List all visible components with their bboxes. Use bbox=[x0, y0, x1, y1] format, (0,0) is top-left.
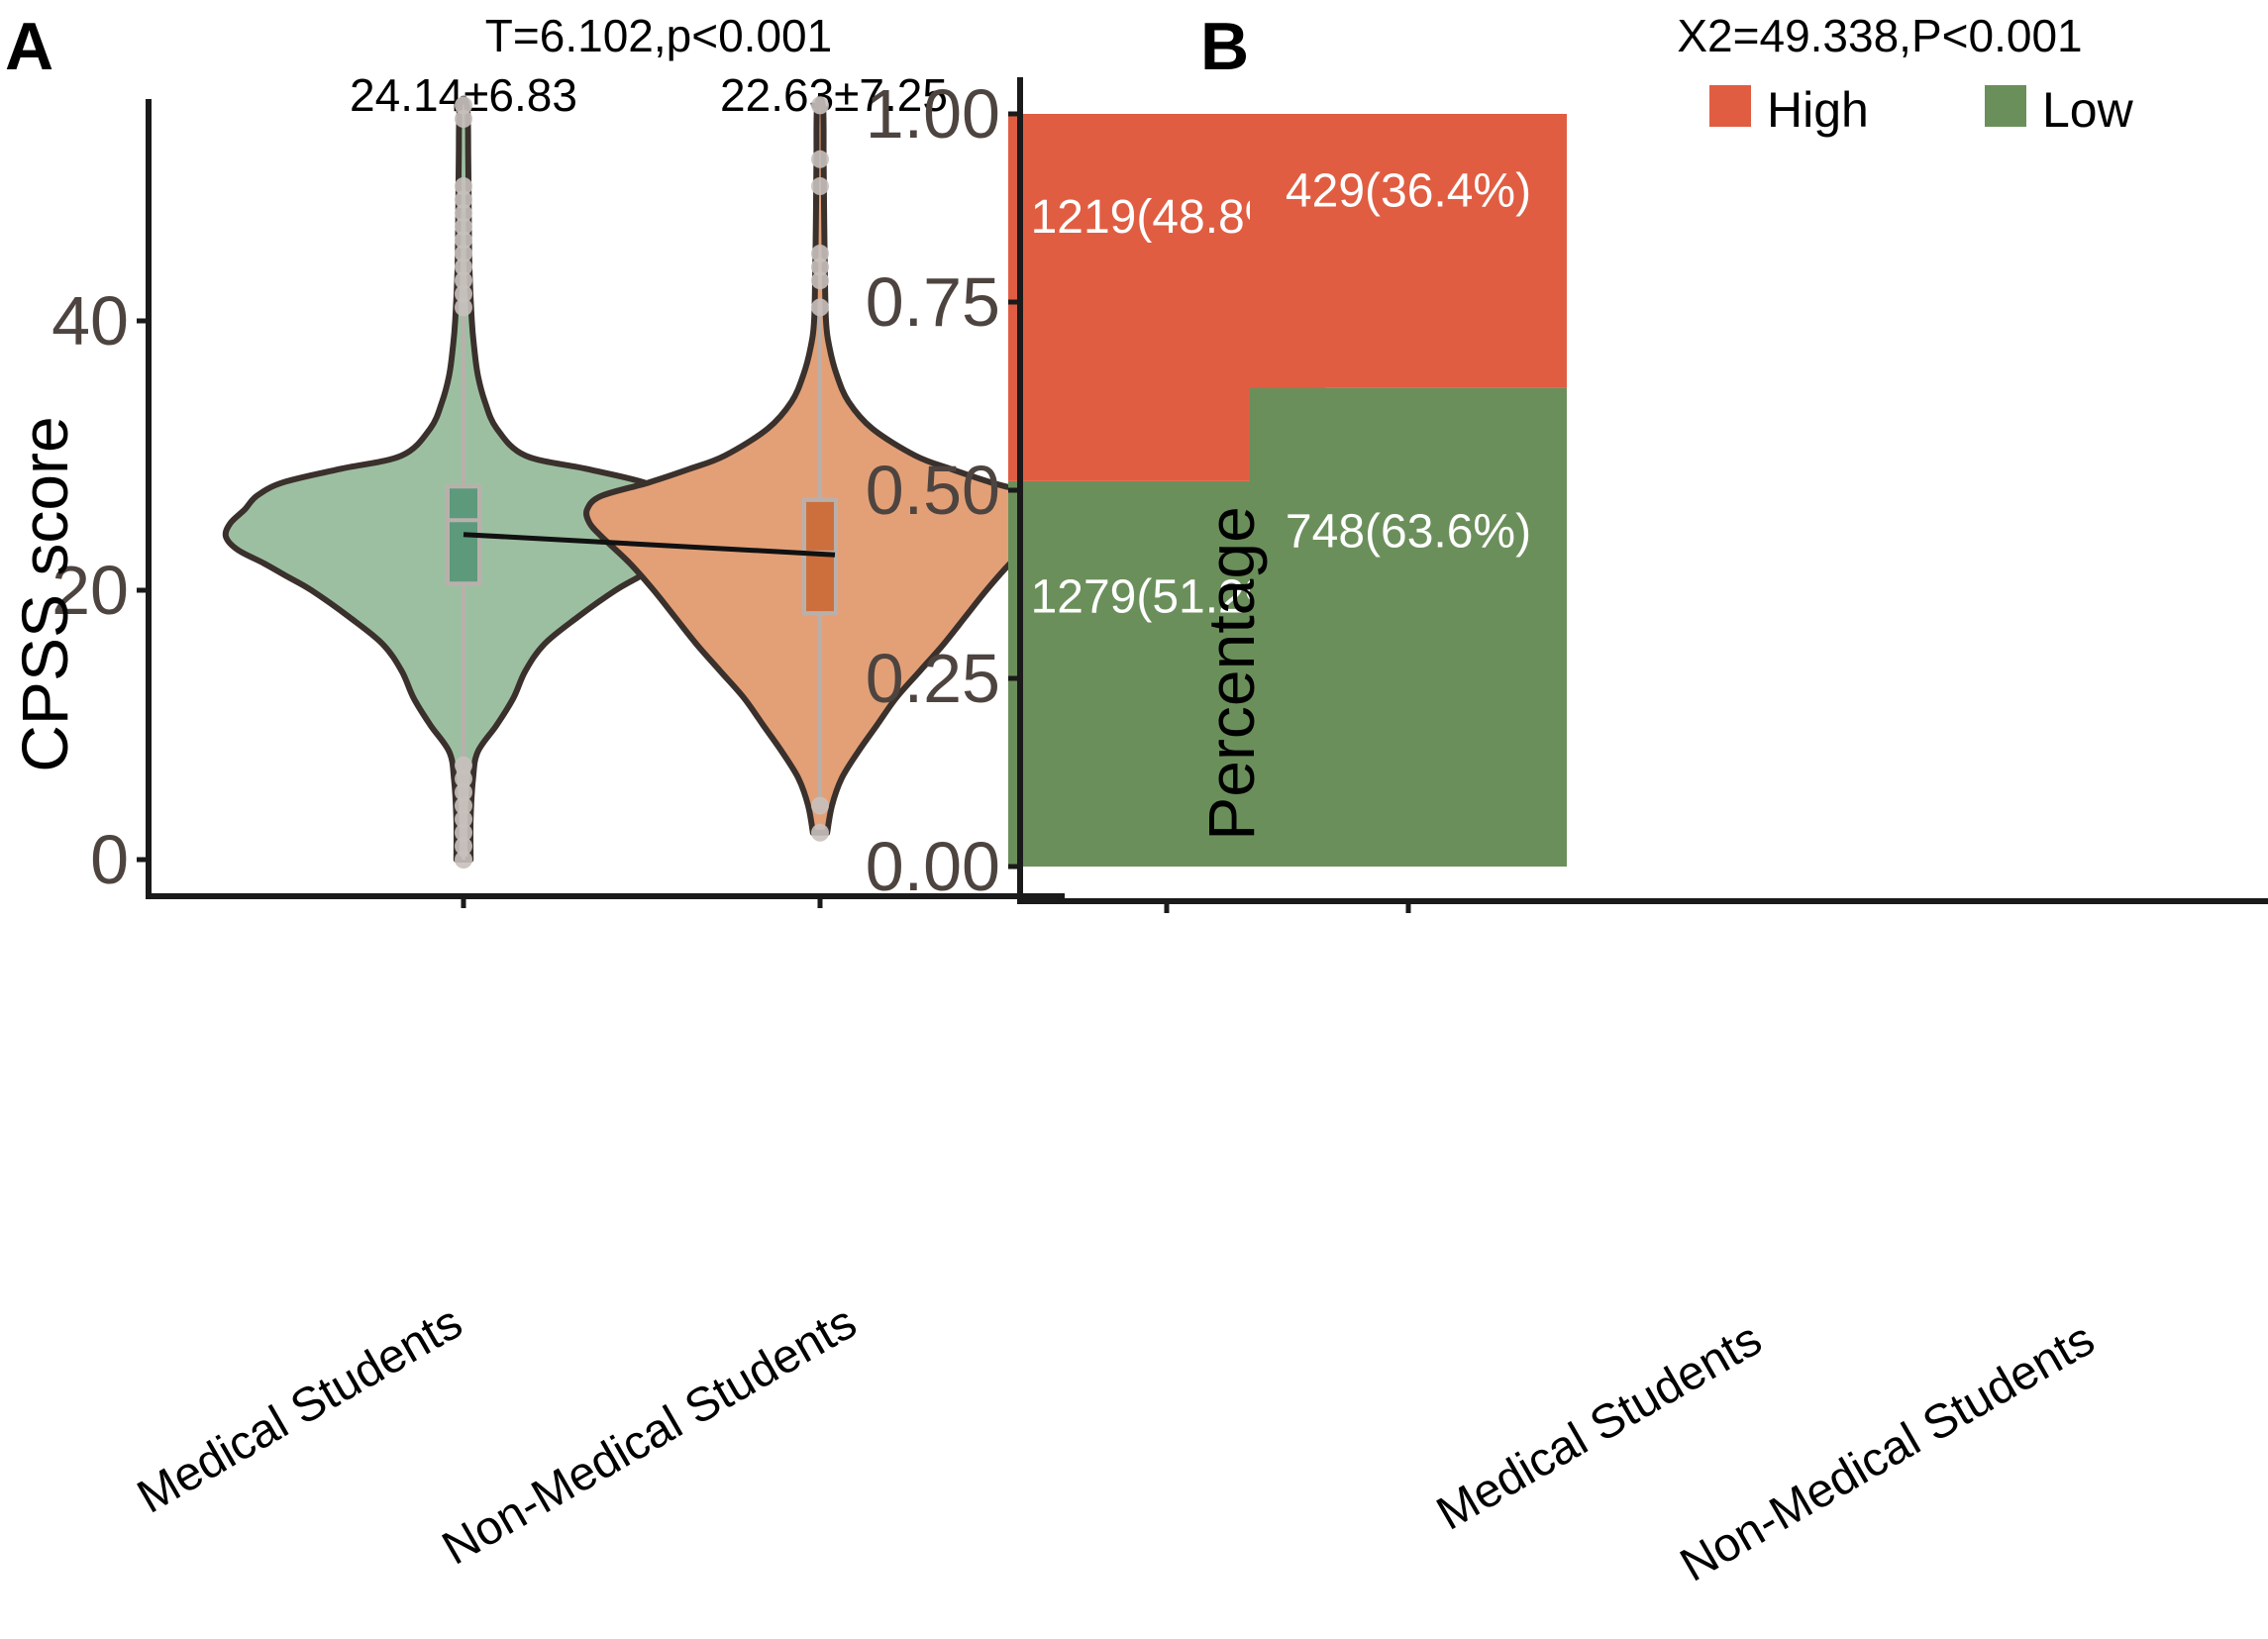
nonmedical-mean-sd-label: 22.63±7.25 bbox=[720, 69, 948, 121]
panel-b-y-axis-title: Percentage bbox=[1194, 506, 1268, 841]
legend-label-low: Low bbox=[2042, 82, 2134, 138]
bar-layer: 1279(51.2%)1219(48.8%)748(63.6%)429(36.4… bbox=[1008, 114, 1567, 867]
outlier-point bbox=[455, 796, 472, 815]
bar-group-nonmedical: 748(63.6%) 429(36.4%) bbox=[1250, 114, 1567, 867]
outlier-point bbox=[455, 298, 472, 317]
panel-a-letter: A bbox=[5, 9, 53, 84]
panel-a-axes: 0 20 40 bbox=[52, 99, 1065, 908]
outlier-point bbox=[455, 110, 472, 128]
outlier-point bbox=[811, 823, 829, 842]
outlier-point bbox=[811, 96, 829, 115]
violin-group-medical bbox=[222, 95, 705, 869]
outlier-point bbox=[455, 204, 472, 223]
outlier-point bbox=[455, 284, 472, 303]
panel-a-x-label-nonmedical: Non-Medical Students bbox=[434, 1296, 865, 1576]
outlier-point bbox=[811, 245, 829, 262]
outlier-point bbox=[455, 823, 472, 842]
outlier-point bbox=[455, 245, 472, 262]
panel-a-y-tick-label: 20 bbox=[52, 552, 129, 629]
outlier-point bbox=[455, 217, 472, 236]
outlier-point bbox=[455, 96, 472, 115]
outlier-point bbox=[811, 298, 829, 317]
mean-connecting-line bbox=[463, 532, 836, 558]
legend-swatch-high bbox=[1709, 85, 1751, 127]
outlier-point bbox=[455, 231, 472, 250]
outlier-point bbox=[455, 756, 472, 774]
legend: High Low bbox=[1709, 82, 2134, 138]
panel-b-letter: B bbox=[1200, 9, 1249, 84]
panel-a-y-tick-label: 40 bbox=[52, 282, 129, 359]
panel-b-y-tick-label: 0.25 bbox=[866, 640, 1000, 717]
violin-group-nonmedical bbox=[582, 95, 1058, 842]
outlier-point bbox=[455, 190, 472, 209]
panel-b-y-tick-label: 1.00 bbox=[866, 75, 1000, 153]
panel-a-violin-chart: A T=6.102,p<0.001 24.14±6.83 22.63±7.25 … bbox=[5, 9, 1065, 1576]
violin-layer bbox=[222, 95, 1058, 869]
outlier-point bbox=[455, 837, 472, 856]
legend-label-high: High bbox=[1767, 82, 1869, 138]
panel-a-test-statistic: T=6.102,p<0.001 bbox=[485, 10, 832, 61]
panel-a-y-tick-label: 0 bbox=[90, 821, 129, 898]
panel-b-y-tick-label: 0.50 bbox=[866, 452, 1000, 529]
outlier-point bbox=[455, 177, 472, 195]
outlier-point bbox=[455, 810, 472, 829]
outlier-point bbox=[455, 257, 472, 276]
panel-b-axes: 0.00 0.25 0.50 0.75 1.00 bbox=[866, 75, 2268, 913]
panel-b-x-label-medical: Medical Students bbox=[1428, 1313, 1770, 1541]
bar-label-low: 748(63.6%) bbox=[1286, 506, 1531, 559]
panel-b-test-statistic: X2=49.338,P<0.001 bbox=[1677, 10, 2082, 61]
outlier-point bbox=[455, 783, 472, 801]
outlier-point bbox=[811, 257, 829, 276]
panel-b-stacked-bar-chart: B X2=49.338,P<0.001 High Low 1279(51.2%)… bbox=[866, 9, 2268, 1592]
bar-low bbox=[1250, 387, 1567, 867]
outlier-point bbox=[811, 796, 829, 815]
outlier-point bbox=[811, 177, 829, 195]
bar-label-high: 429(36.4%) bbox=[1286, 164, 1531, 217]
outlier-point bbox=[811, 150, 829, 168]
bar-high bbox=[1250, 114, 1567, 388]
panel-b-y-tick-label: 0.75 bbox=[866, 263, 1000, 341]
outlier-point bbox=[455, 271, 472, 290]
outlier-point bbox=[455, 851, 472, 869]
panel-a-y-axis-title: CPSS score bbox=[8, 416, 81, 771]
legend-swatch-low bbox=[1985, 85, 2026, 127]
outlier-point bbox=[455, 769, 472, 788]
panel-b-y-tick-label: 0.00 bbox=[866, 828, 1000, 905]
panel-a-x-label-medical: Medical Students bbox=[129, 1296, 470, 1524]
outlier-point bbox=[811, 271, 829, 290]
